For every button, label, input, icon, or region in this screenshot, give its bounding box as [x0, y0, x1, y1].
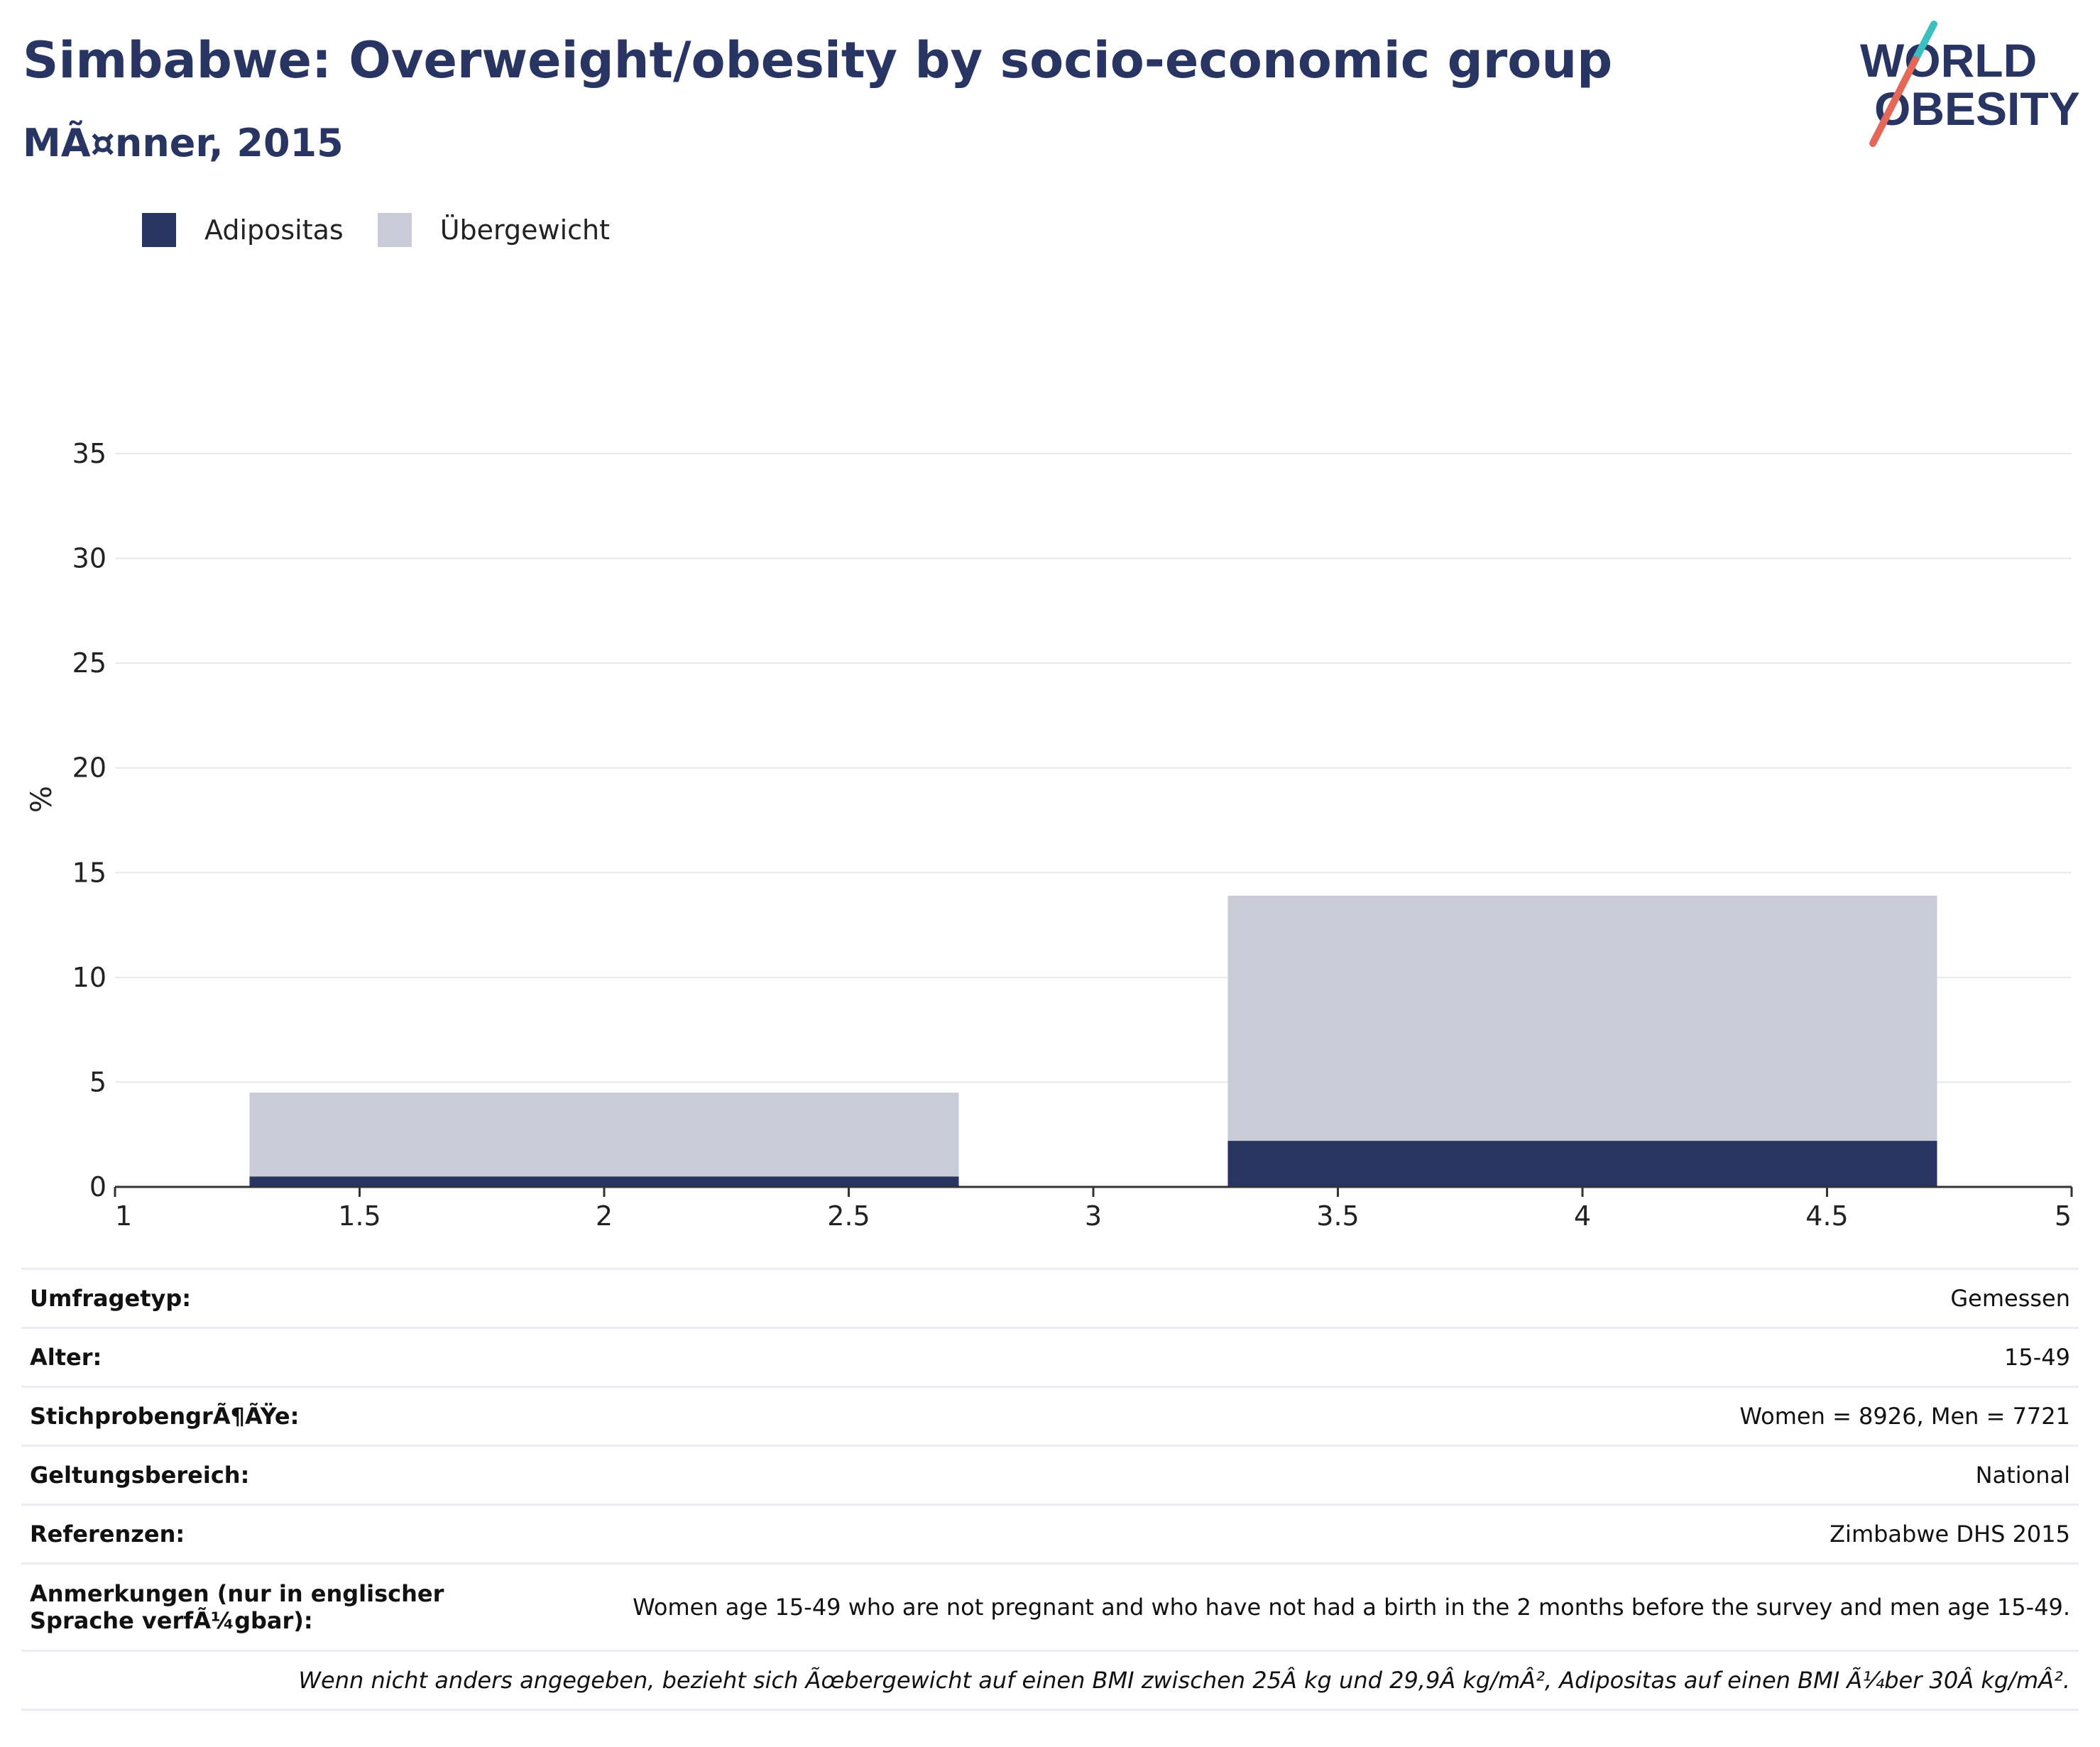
table-row: Wenn nicht anders angegeben, bezieht sic… [21, 1650, 2079, 1711]
y-axis-title: % [26, 786, 58, 813]
table-row: Umfragetyp: Gemessen [21, 1268, 2079, 1328]
bar-uebergewicht [1227, 895, 1937, 1141]
table-row: Alter: 15-49 [21, 1327, 2079, 1387]
footnote: Wenn nicht anders angegeben, bezieht sic… [21, 1650, 2079, 1711]
x-tick-label: 1.5 [338, 1200, 381, 1232]
legend-item-uebergewicht[interactable]: Übergewicht [377, 213, 610, 247]
info-key: StichprobengrÃ¶ÃŸe: [21, 1386, 564, 1446]
info-value: National [564, 1445, 2079, 1505]
x-tick-label: 5 [2055, 1200, 2072, 1232]
x-tick-label: 4.5 [1805, 1200, 1848, 1232]
info-key: Umfragetyp: [21, 1268, 564, 1328]
info-value: Zimbabwe DHS 2015 [564, 1504, 2079, 1564]
legend-label-adipositas: Adipositas [204, 214, 344, 246]
x-tick-label: 3.5 [1316, 1200, 1359, 1232]
logo-line1: WORLD [1860, 34, 2037, 87]
bar-chart: 0 5 10 15 20 25 30 35 1 1.5 2 2.5 3 3.5 4 4.5 5% [26, 438, 2073, 1232]
legend-swatch-adipositas [142, 213, 176, 247]
legend-swatch-uebergewicht [377, 213, 412, 247]
legend-label-uebergewicht: Übergewicht [439, 214, 610, 246]
y-tick-label: 25 [72, 647, 106, 679]
legend-item-adipositas[interactable]: Adipositas [142, 213, 344, 247]
info-value: 15-49 [564, 1327, 2079, 1387]
table-row: Anmerkungen (nur in englischer Sprache v… [21, 1562, 2079, 1651]
chart-legend: Adipositas Übergewicht [142, 210, 644, 250]
info-value: Gemessen [564, 1268, 2079, 1328]
table-row: Geltungsbereich: National [21, 1445, 2079, 1505]
bar-adipositas [249, 1176, 959, 1187]
y-tick-label: 30 [72, 543, 106, 574]
info-value: Women = 8926, Men = 7721 [564, 1386, 2079, 1446]
bar-uebergewicht [249, 1092, 959, 1177]
info-key: Anmerkungen (nur in englischer Sprache v… [21, 1562, 564, 1651]
y-tick-label: 0 [89, 1171, 106, 1203]
table-row: StichprobengrÃ¶ÃŸe: Women = 8926, Men = … [21, 1386, 2079, 1446]
logo-line2: OBESITY [1874, 82, 2080, 135]
info-value: Women age 15-49 who are not pregnant and… [564, 1562, 2079, 1651]
x-tick-label: 2 [596, 1200, 613, 1232]
y-tick-label: 20 [72, 752, 106, 784]
page-title: Simbabwe: Overweight/obesity by socio-ec… [23, 31, 1613, 89]
info-key: Geltungsbereich: [21, 1445, 564, 1505]
world-obesity-logo: WORLD OBESITY [1860, 21, 2080, 147]
page-subtitle: MÃ¤nner, 2015 [23, 121, 344, 165]
table-row: Referenzen: Zimbabwe DHS 2015 [21, 1504, 2079, 1564]
y-tick-label: 5 [89, 1066, 106, 1097]
y-tick-label: 35 [72, 438, 106, 469]
y-tick-label: 15 [72, 857, 106, 888]
x-tick-label: 1 [115, 1200, 132, 1232]
x-tick-label: 3 [1085, 1200, 1102, 1232]
survey-info-table: Umfragetyp: Gemessen Alter: 15-49 Stichp… [21, 1268, 2079, 1711]
x-tick-label: 2.5 [827, 1200, 870, 1232]
x-tick-label: 4 [1574, 1200, 1591, 1232]
bar-adipositas [1227, 1141, 1937, 1187]
info-key: Alter: [21, 1327, 564, 1387]
info-key: Referenzen: [21, 1504, 564, 1564]
y-tick-label: 10 [72, 962, 106, 993]
